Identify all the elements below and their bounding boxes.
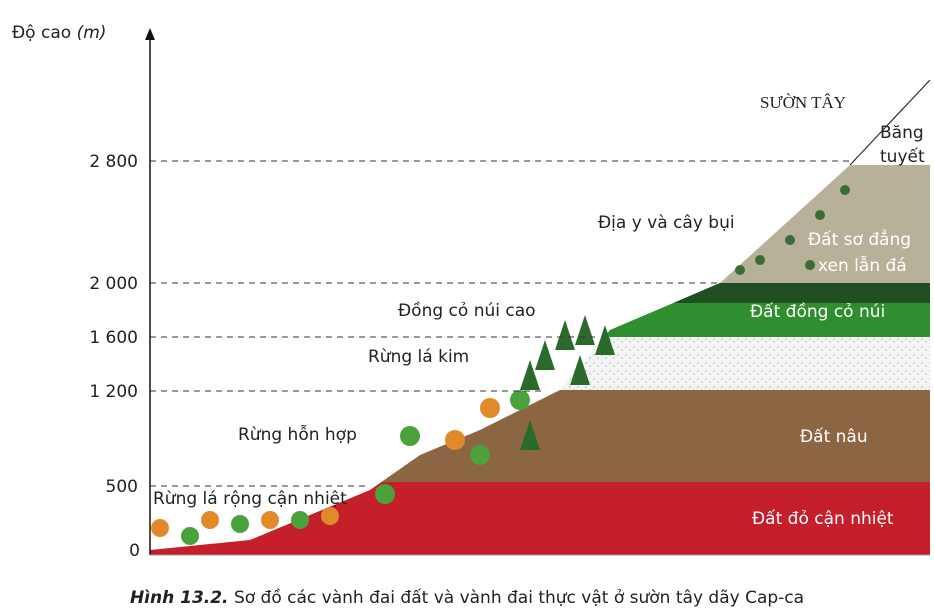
tick-label: 0 [129,541,140,561]
soil-label: Đất đồng cỏ núi [750,301,885,322]
veg-label: Rừng lá kim [368,347,469,367]
axis-title: Độ cao (m) [12,23,106,43]
side-label: SƯỜN TÂY [760,93,846,112]
axis-title-text: Độ cao [12,23,71,43]
veg-label: Rừng hỗn hợp [238,424,357,445]
ticks: 0 500 1 200 1 600 2 000 2 800 [89,152,140,561]
caption-text: Sơ đồ các vành đai đất và vành đai thực … [234,587,804,608]
soil-label: Đất nâu [800,426,868,447]
veg-label: Địa y và cây bụi [598,213,735,233]
caption-label: Hình 13.2. [130,588,229,608]
dash-lines [150,160,850,487]
tick-label: 1 600 [89,328,138,348]
arrow [145,28,155,40]
ridge [849,79,931,166]
tick-label: 500 [106,477,138,497]
vegetation-icons [151,185,850,545]
ice-label: Băng tuyết [880,123,925,167]
tick-label: 2 000 [89,274,138,294]
veg-label: Đồng cỏ núi cao [398,300,536,321]
soil-label: Đất đỏ cận nhiệt [752,508,894,529]
soil-label: Đất sơ đẳng xen lẫn đá [808,229,911,276]
axis-unit: (m) [77,23,107,43]
tick-label: 1 200 [89,382,138,402]
tick-label: 2 800 [89,152,138,172]
veg-label: Rừng lá rộng cận nhiệt [153,489,347,509]
caption: Hình 13.2. Sơ đồ các vành đai đất và vàn… [130,587,804,608]
